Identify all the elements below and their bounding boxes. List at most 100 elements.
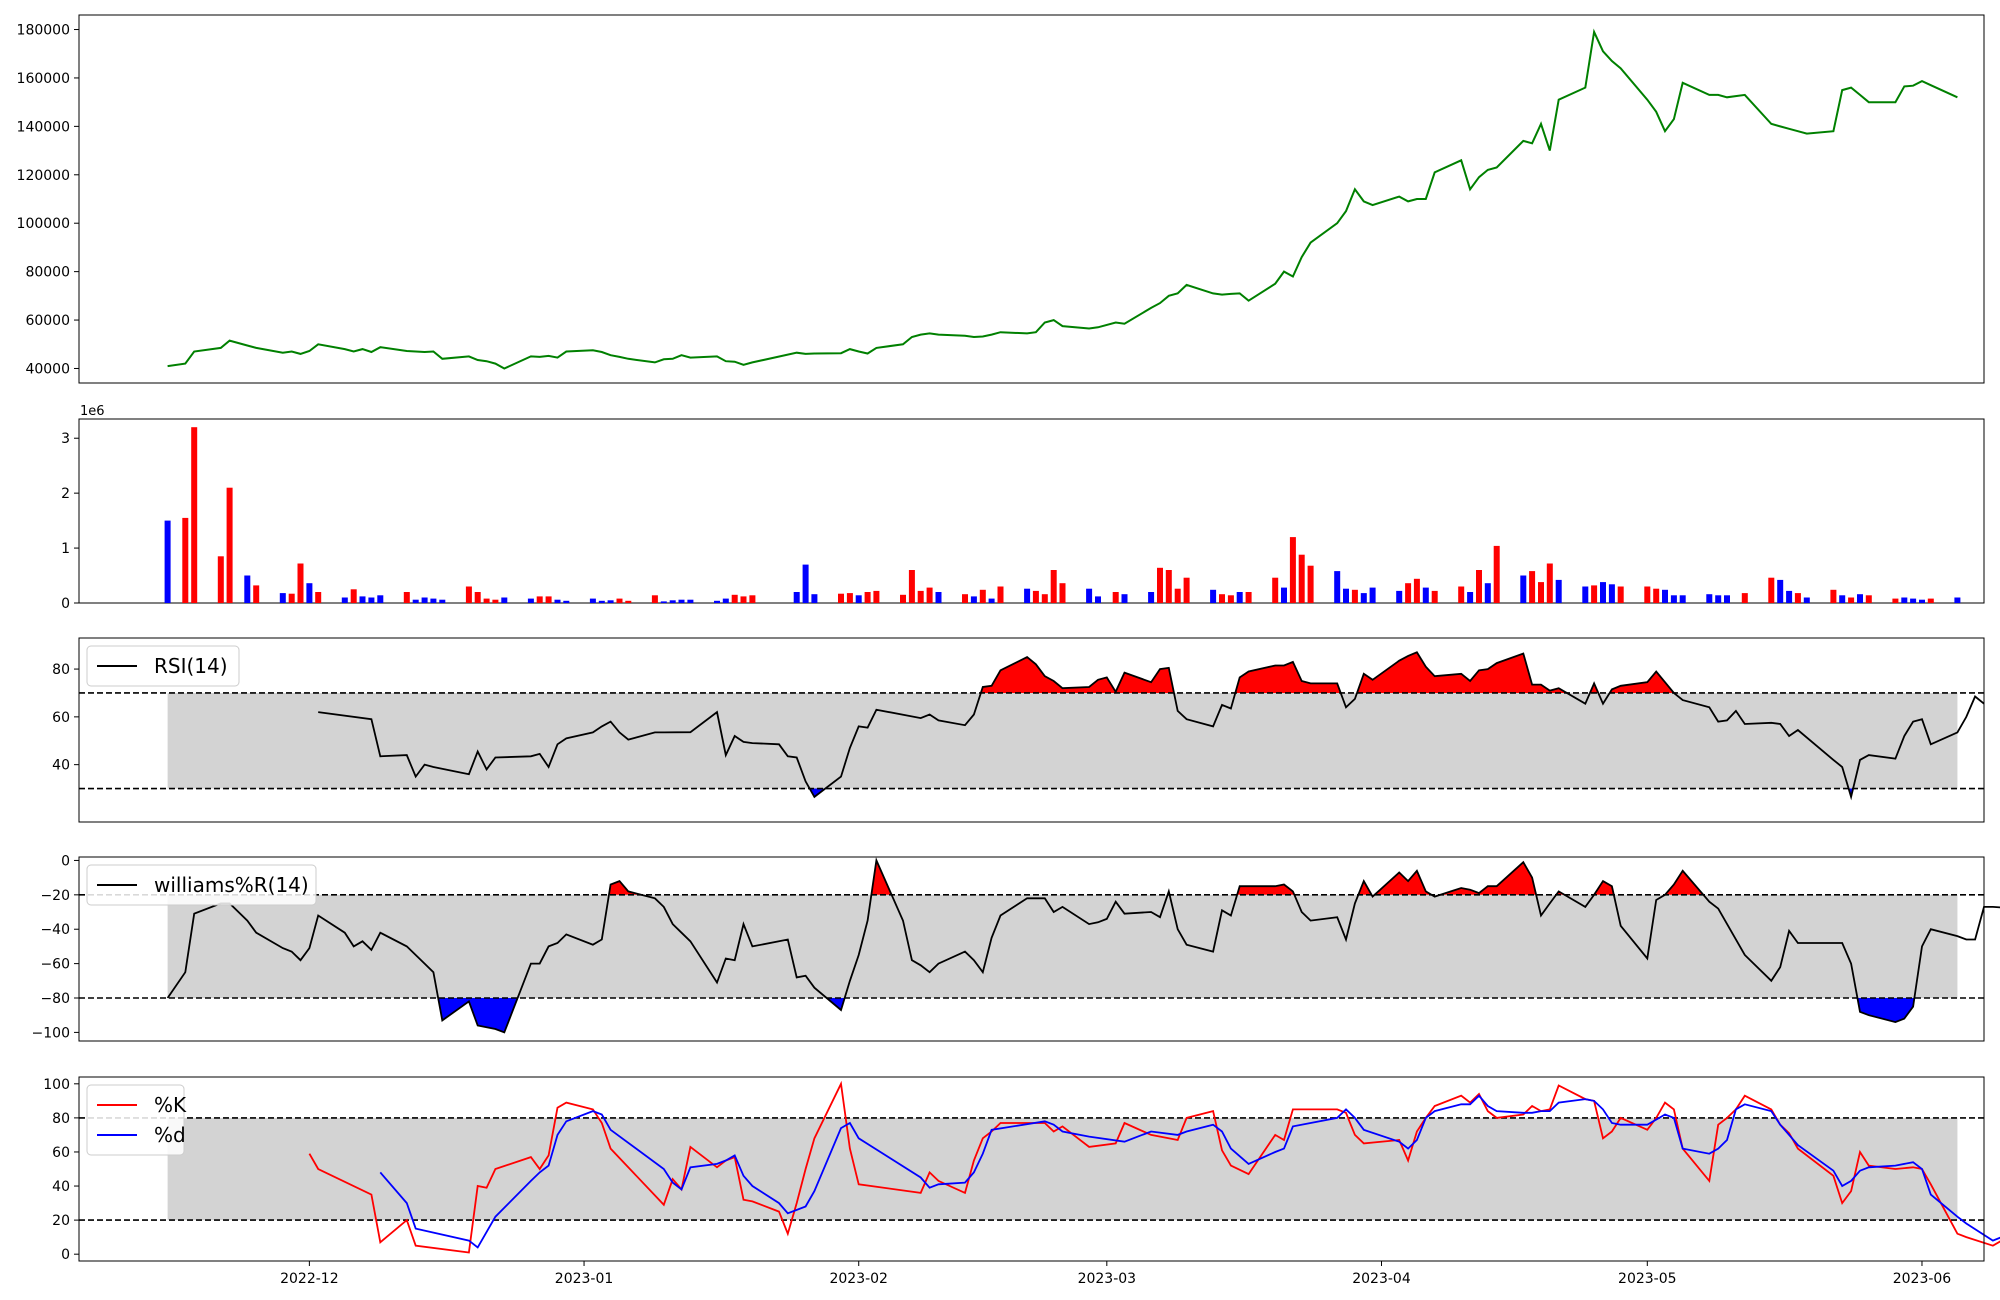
rsi-line (318, 651, 1985, 801)
y-tick-label: 1 (61, 541, 70, 557)
volume-bar (1670, 595, 1677, 603)
volume-bar (1529, 571, 1536, 603)
overbought-fill (1440, 862, 1537, 895)
volume-bar (1954, 597, 1961, 603)
volume-bar (687, 599, 694, 603)
volume-bar (164, 520, 171, 603)
volume-bar (350, 589, 357, 603)
volume-bar (1413, 578, 1420, 603)
volume-bar (846, 593, 853, 603)
volume-bar (1236, 592, 1243, 603)
volume-bar (474, 592, 481, 603)
williams-r-panel: 0 −20 −40 −60 −80 −100 williams%R(14) (32, 853, 2000, 1042)
volume-bar (1679, 595, 1686, 603)
volume-bar (1334, 571, 1341, 603)
rsi-panel: 40 60 80 RSI(14) (52, 637, 1985, 823)
volume-bar (1830, 589, 1837, 603)
y-tick-label: 100000 (17, 216, 70, 232)
volume-bar (1219, 594, 1225, 603)
volume-bar (1803, 597, 1810, 603)
y-tick-label: −60 (40, 957, 70, 973)
volume-bar (1538, 582, 1544, 603)
volume-bar (1715, 595, 1722, 603)
volume-bar (1484, 583, 1491, 603)
volume-bar (1591, 585, 1598, 603)
y-tick-label: 40 (52, 1179, 70, 1195)
volume-bar (1281, 587, 1287, 603)
volume-bar (1307, 565, 1314, 603)
volume-bar (368, 597, 375, 603)
volume-bar (421, 597, 428, 603)
volume-bar (341, 597, 348, 603)
volume-bar (1095, 596, 1101, 603)
volume-bar (536, 596, 543, 603)
volume-bar (722, 598, 729, 603)
y-tick-label: 80000 (25, 265, 70, 281)
volume-bar (855, 595, 862, 603)
price-line (167, 28, 1958, 370)
volume-bar (669, 600, 676, 603)
volume-bar (1777, 579, 1784, 603)
volume-bar (288, 593, 295, 603)
legend-box (86, 645, 240, 687)
volume-bar (1467, 592, 1474, 603)
volume-bar (714, 600, 720, 603)
oversold-fill (438, 998, 518, 1033)
legend-label: %d (154, 1123, 186, 1147)
volume-bar (403, 592, 410, 603)
y-tick-label: −100 (32, 1025, 70, 1041)
volume-bar (1183, 577, 1190, 603)
x-tick-label: 2022-12 (280, 1271, 339, 1287)
volume-bar (1555, 579, 1562, 603)
volume-bar (1927, 598, 1934, 603)
volume-bar (802, 564, 809, 603)
volume-bar (377, 595, 384, 603)
y-tick-label: 60 (52, 1145, 70, 1161)
williams-r-line (166, 857, 2000, 1034)
axes-frame (78, 637, 1985, 823)
axes-frame (78, 418, 1985, 604)
y-tick-label: 120000 (17, 168, 70, 184)
volume-bar (1741, 593, 1748, 603)
y-tick-label: 80 (52, 662, 70, 678)
y-tick-label: 20 (52, 1213, 70, 1229)
volume-bar (1706, 594, 1713, 603)
volume-bar (1865, 595, 1872, 603)
volume-bar (1422, 587, 1429, 603)
volume-bar (465, 586, 472, 603)
volume-bar (864, 592, 871, 603)
volume-bar (1848, 597, 1855, 603)
volume-bar (1059, 583, 1066, 603)
y-tick-label: 60000 (25, 313, 70, 329)
y-tick-label: 0 (61, 596, 70, 612)
volume-bar (253, 585, 260, 603)
x-tick-label: 2023-02 (829, 1271, 888, 1287)
volume-bar (1653, 588, 1660, 603)
volume-bar (279, 593, 286, 603)
volume-bar (182, 517, 189, 603)
volume-bar (1041, 594, 1048, 603)
y-tick-label: 40 (52, 758, 70, 774)
overbought-fill (871, 860, 892, 895)
volume-bar (1910, 598, 1917, 603)
y-tick-label: 40000 (25, 361, 70, 377)
volume-bar (1901, 597, 1908, 603)
volume-bar (1121, 594, 1128, 603)
volume-bar (1493, 545, 1500, 603)
volume-bar (359, 596, 366, 603)
volume-bar (1024, 588, 1031, 603)
y-tick-label: 60 (52, 710, 70, 726)
volume-bar (1431, 590, 1438, 603)
y-tick-label: 0 (61, 853, 70, 869)
volume-bar (1112, 592, 1119, 603)
percent-d-line (379, 1094, 2000, 1249)
x-tick-label: 2023-04 (1352, 1271, 1411, 1287)
y-tick-label: −80 (40, 991, 70, 1007)
volume-bar (501, 597, 508, 603)
oversold-fill (1857, 998, 1915, 1023)
volume-bar (900, 594, 906, 603)
volume-bar (970, 596, 977, 603)
volume-bar (1794, 593, 1801, 603)
